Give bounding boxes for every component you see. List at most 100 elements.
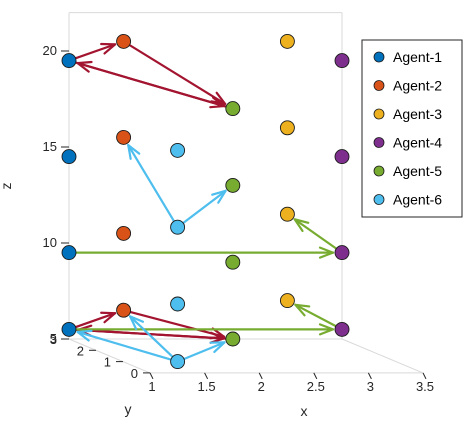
point-agent-6 <box>170 142 186 158</box>
arrow-shaft <box>76 62 234 110</box>
legend-item-agent-1: Agent-1 <box>373 49 442 65</box>
legend-label: Agent-4 <box>393 135 442 151</box>
legend-marker <box>373 51 385 63</box>
arrow-2 <box>122 40 227 105</box>
point-agent-3 <box>279 120 295 136</box>
legend-marker <box>373 194 385 205</box>
z-tick-label: 15 <box>43 139 57 154</box>
arrow-head <box>210 91 227 105</box>
y-tick-label: 3 <box>50 332 57 347</box>
x-tick-label: 2 <box>258 379 265 394</box>
x-tick-label: 2.5 <box>307 379 325 394</box>
arrow-head <box>294 303 311 317</box>
point-agent-1 <box>61 321 77 337</box>
point-agent-3 <box>279 33 295 49</box>
y-axis-label: y <box>125 401 132 417</box>
point-agent-1 <box>61 149 77 165</box>
arrow-shaft <box>176 341 226 363</box>
y-tick-label: 2 <box>77 343 84 358</box>
z-tick-label: 10 <box>43 235 57 250</box>
point-agent-4 <box>334 149 350 165</box>
legend-item-agent-5: Agent-5 <box>373 163 442 179</box>
point-agent-2 <box>116 225 132 241</box>
y-tick-label: 1 <box>104 355 111 370</box>
legend-marker <box>373 165 385 177</box>
x-tick-mark <box>313 372 318 380</box>
legend-box <box>361 39 463 218</box>
arrow-head <box>209 341 226 354</box>
legend-marker <box>373 137 385 148</box>
x-tick-mark <box>422 372 427 380</box>
box-edge-4 <box>68 338 151 374</box>
arrow-6 <box>67 246 335 259</box>
point-agent-5 <box>225 331 241 347</box>
arrow-0 <box>67 42 117 62</box>
legend-item-agent-3: Agent-3 <box>373 106 442 122</box>
legend-label: Agent-6 <box>393 192 442 208</box>
legend-item-agent-6: Agent-6 <box>373 192 442 208</box>
arrow-7 <box>293 218 344 254</box>
arrow-3 <box>76 60 234 110</box>
point-agent-2 <box>116 302 132 318</box>
data-points <box>61 33 350 370</box>
legend-marker <box>373 80 385 91</box>
point-agent-6 <box>170 219 186 235</box>
arrow-shaft <box>122 309 226 338</box>
x-tick-label: 3 <box>367 379 374 394</box>
point-agent-2 <box>116 33 132 49</box>
arrow-5 <box>176 189 227 229</box>
arrow-head <box>76 60 93 73</box>
point-agent-4 <box>334 321 350 337</box>
legend-label: Agent-2 <box>393 78 442 94</box>
arrow-head <box>100 311 117 324</box>
z-tick-label: 20 <box>43 43 57 58</box>
x-tick-mark <box>367 372 372 380</box>
axis-labels: x y z <box>0 183 308 420</box>
arrow-shaft <box>67 43 117 62</box>
arrow-head <box>293 218 310 233</box>
x-tick-mark <box>204 372 209 380</box>
point-agent-5 <box>225 254 241 270</box>
arrow-head <box>129 315 145 331</box>
arrow-head <box>318 323 335 336</box>
point-agent-5 <box>225 177 241 193</box>
box-edge-6 <box>341 338 424 374</box>
arrow-shaft <box>294 303 344 331</box>
legend-label: Agent-1 <box>393 49 442 65</box>
arrow-shaft <box>67 312 117 331</box>
point-agent-5 <box>225 101 241 117</box>
x-tick-label: 1 <box>148 379 155 394</box>
x-tick-mark <box>258 372 263 380</box>
point-agent-1 <box>61 53 77 69</box>
arrow-13 <box>294 303 344 331</box>
point-agent-3 <box>279 206 295 222</box>
point-agent-4 <box>334 53 350 69</box>
legend-label: Agent-3 <box>393 106 442 122</box>
arrows <box>67 40 344 363</box>
arrow-shaft <box>293 218 344 254</box>
arrow-12 <box>67 323 335 336</box>
z-axis-label: z <box>0 183 14 190</box>
arrow-shaft <box>76 328 234 341</box>
x-tick-mark <box>149 372 154 380</box>
x-tick-label: 1.5 <box>198 379 216 394</box>
legend-label: Agent-5 <box>393 163 442 179</box>
legend-item-agent-2: Agent-2 <box>373 78 442 94</box>
point-agent-3 <box>279 293 295 309</box>
point-agent-4 <box>334 245 350 261</box>
arrow-shaft <box>127 144 179 229</box>
arrow-head <box>127 144 141 160</box>
arrow-shaft <box>129 315 179 363</box>
arrow-shaft <box>76 330 179 363</box>
legend-item-agent-4: Agent-4 <box>373 135 442 151</box>
point-agent-1 <box>61 245 77 261</box>
arrow-4 <box>127 144 179 229</box>
arrow-shaft <box>122 40 227 105</box>
arrow-16 <box>76 329 179 363</box>
y-tick-label: 0 <box>131 366 138 381</box>
arrow-15 <box>176 341 226 363</box>
arrow-head <box>76 329 93 342</box>
arrow-14 <box>129 315 179 363</box>
